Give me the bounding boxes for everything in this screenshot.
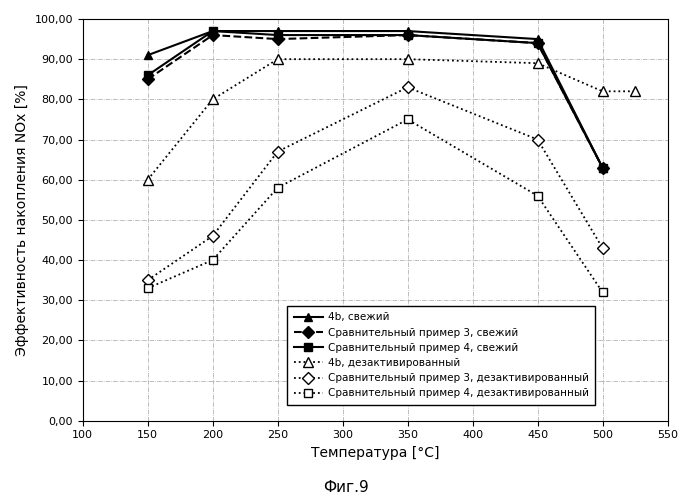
Line: Сравнительный пример 4, дезактивированный: Сравнительный пример 4, дезактивированны… — [143, 116, 606, 296]
4b, дезактивированный — [534, 60, 542, 66]
Сравнительный пример 3, свежий — [534, 40, 542, 46]
Сравнительный пример 4, свежий — [209, 28, 217, 34]
Сравнительный пример 3, дезактивированный — [274, 148, 282, 154]
4b, дезактивированный — [631, 88, 639, 94]
Line: 4b, дезактивированный: 4b, дезактивированный — [143, 54, 640, 184]
Сравнительный пример 4, дезактивированный — [274, 184, 282, 190]
Сравнительный пример 4, дезактивированный — [534, 193, 542, 199]
4b, свежий — [209, 28, 217, 34]
Сравнительный пример 4, свежий — [274, 32, 282, 38]
Сравнительный пример 3, дезактивированный — [403, 84, 412, 90]
X-axis label: Температура [°C]: Температура [°C] — [311, 446, 439, 460]
Сравнительный пример 3, дезактивированный — [534, 136, 542, 142]
4b, свежий — [143, 52, 152, 58]
Сравнительный пример 4, дезактивированный — [403, 116, 412, 122]
Сравнительный пример 4, свежий — [534, 40, 542, 46]
4b, дезактивированный — [209, 96, 217, 102]
Legend: 4b, свежий, Сравнительный пример 3, свежий, Сравнительный пример 4, свежий, 4b, : 4b, свежий, Сравнительный пример 3, свеж… — [288, 306, 595, 404]
Сравнительный пример 3, дезактивированный — [598, 245, 606, 251]
Сравнительный пример 3, дезактивированный — [143, 277, 152, 283]
Сравнительный пример 4, свежий — [598, 164, 606, 170]
Сравнительный пример 3, свежий — [274, 36, 282, 42]
Сравнительный пример 3, свежий — [403, 32, 412, 38]
4b, свежий — [274, 28, 282, 34]
Сравнительный пример 4, дезактивированный — [209, 257, 217, 263]
4b, дезактивированный — [598, 88, 606, 94]
4b, дезактивированный — [274, 56, 282, 62]
Сравнительный пример 3, свежий — [209, 32, 217, 38]
4b, свежий — [534, 36, 542, 42]
Сравнительный пример 3, свежий — [143, 76, 152, 82]
4b, дезактивированный — [403, 56, 412, 62]
Сравнительный пример 4, свежий — [143, 72, 152, 78]
Text: Фиг.9: Фиг.9 — [324, 480, 369, 495]
Line: Сравнительный пример 3, свежий: Сравнительный пример 3, свежий — [143, 31, 606, 172]
Сравнительный пример 3, дезактивированный — [209, 233, 217, 239]
Сравнительный пример 4, свежий — [403, 32, 412, 38]
Сравнительный пример 4, дезактивированный — [143, 285, 152, 291]
Line: 4b, свежий: 4b, свежий — [143, 27, 606, 172]
Line: Сравнительный пример 3, дезактивированный: Сравнительный пример 3, дезактивированны… — [143, 83, 606, 284]
4b, свежий — [598, 164, 606, 170]
Сравнительный пример 3, свежий — [598, 164, 606, 170]
Сравнительный пример 4, дезактивированный — [598, 289, 606, 295]
Line: Сравнительный пример 4, свежий: Сравнительный пример 4, свежий — [143, 27, 606, 172]
Y-axis label: Эффективность накопления NOx [%]: Эффективность накопления NOx [%] — [15, 84, 29, 356]
4b, дезактивированный — [143, 176, 152, 182]
4b, свежий — [403, 28, 412, 34]
